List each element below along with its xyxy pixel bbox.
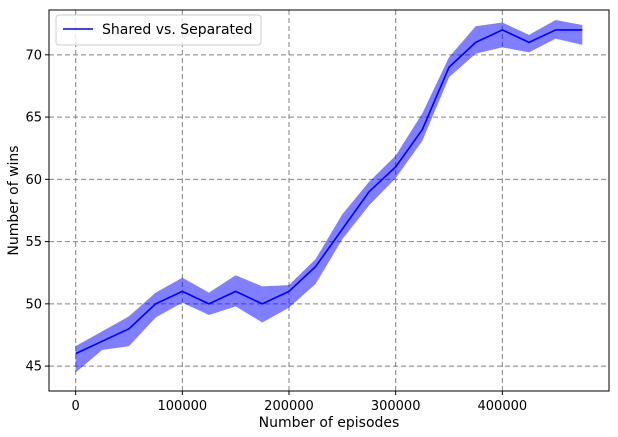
y-axis-label: Number of wins	[6, 145, 22, 255]
series-line	[75, 29, 583, 355]
y-tick-label: 60	[25, 173, 42, 188]
x-tick-label: 400000	[478, 399, 528, 414]
x-tick-label: 200000	[264, 399, 314, 414]
x-axis: 0 100000 200000 300000 400000	[72, 391, 528, 414]
y-tick-label: 50	[25, 297, 42, 312]
legend: Shared vs. Separated	[55, 14, 262, 46]
x-tick-label: 100000	[158, 399, 208, 414]
x-tick-label: 300000	[371, 399, 421, 414]
y-tick-label: 70	[25, 48, 42, 63]
legend-box	[55, 14, 262, 46]
confidence-band-layer	[75, 19, 583, 373]
y-tick-label: 65	[25, 111, 42, 126]
grid	[49, 10, 609, 391]
plot-frame	[48, 9, 610, 392]
series-line-layer	[75, 29, 583, 355]
y-axis: 45 50 55 60 65 70	[25, 48, 49, 375]
x-axis-label: Number of episodes	[259, 415, 400, 431]
legend-label: Shared vs. Separated	[102, 22, 253, 38]
y-tick-label: 45	[25, 360, 42, 375]
confidence-band	[75, 19, 583, 373]
y-tick-label: 55	[25, 235, 42, 250]
x-tick-label: 0	[72, 399, 80, 414]
